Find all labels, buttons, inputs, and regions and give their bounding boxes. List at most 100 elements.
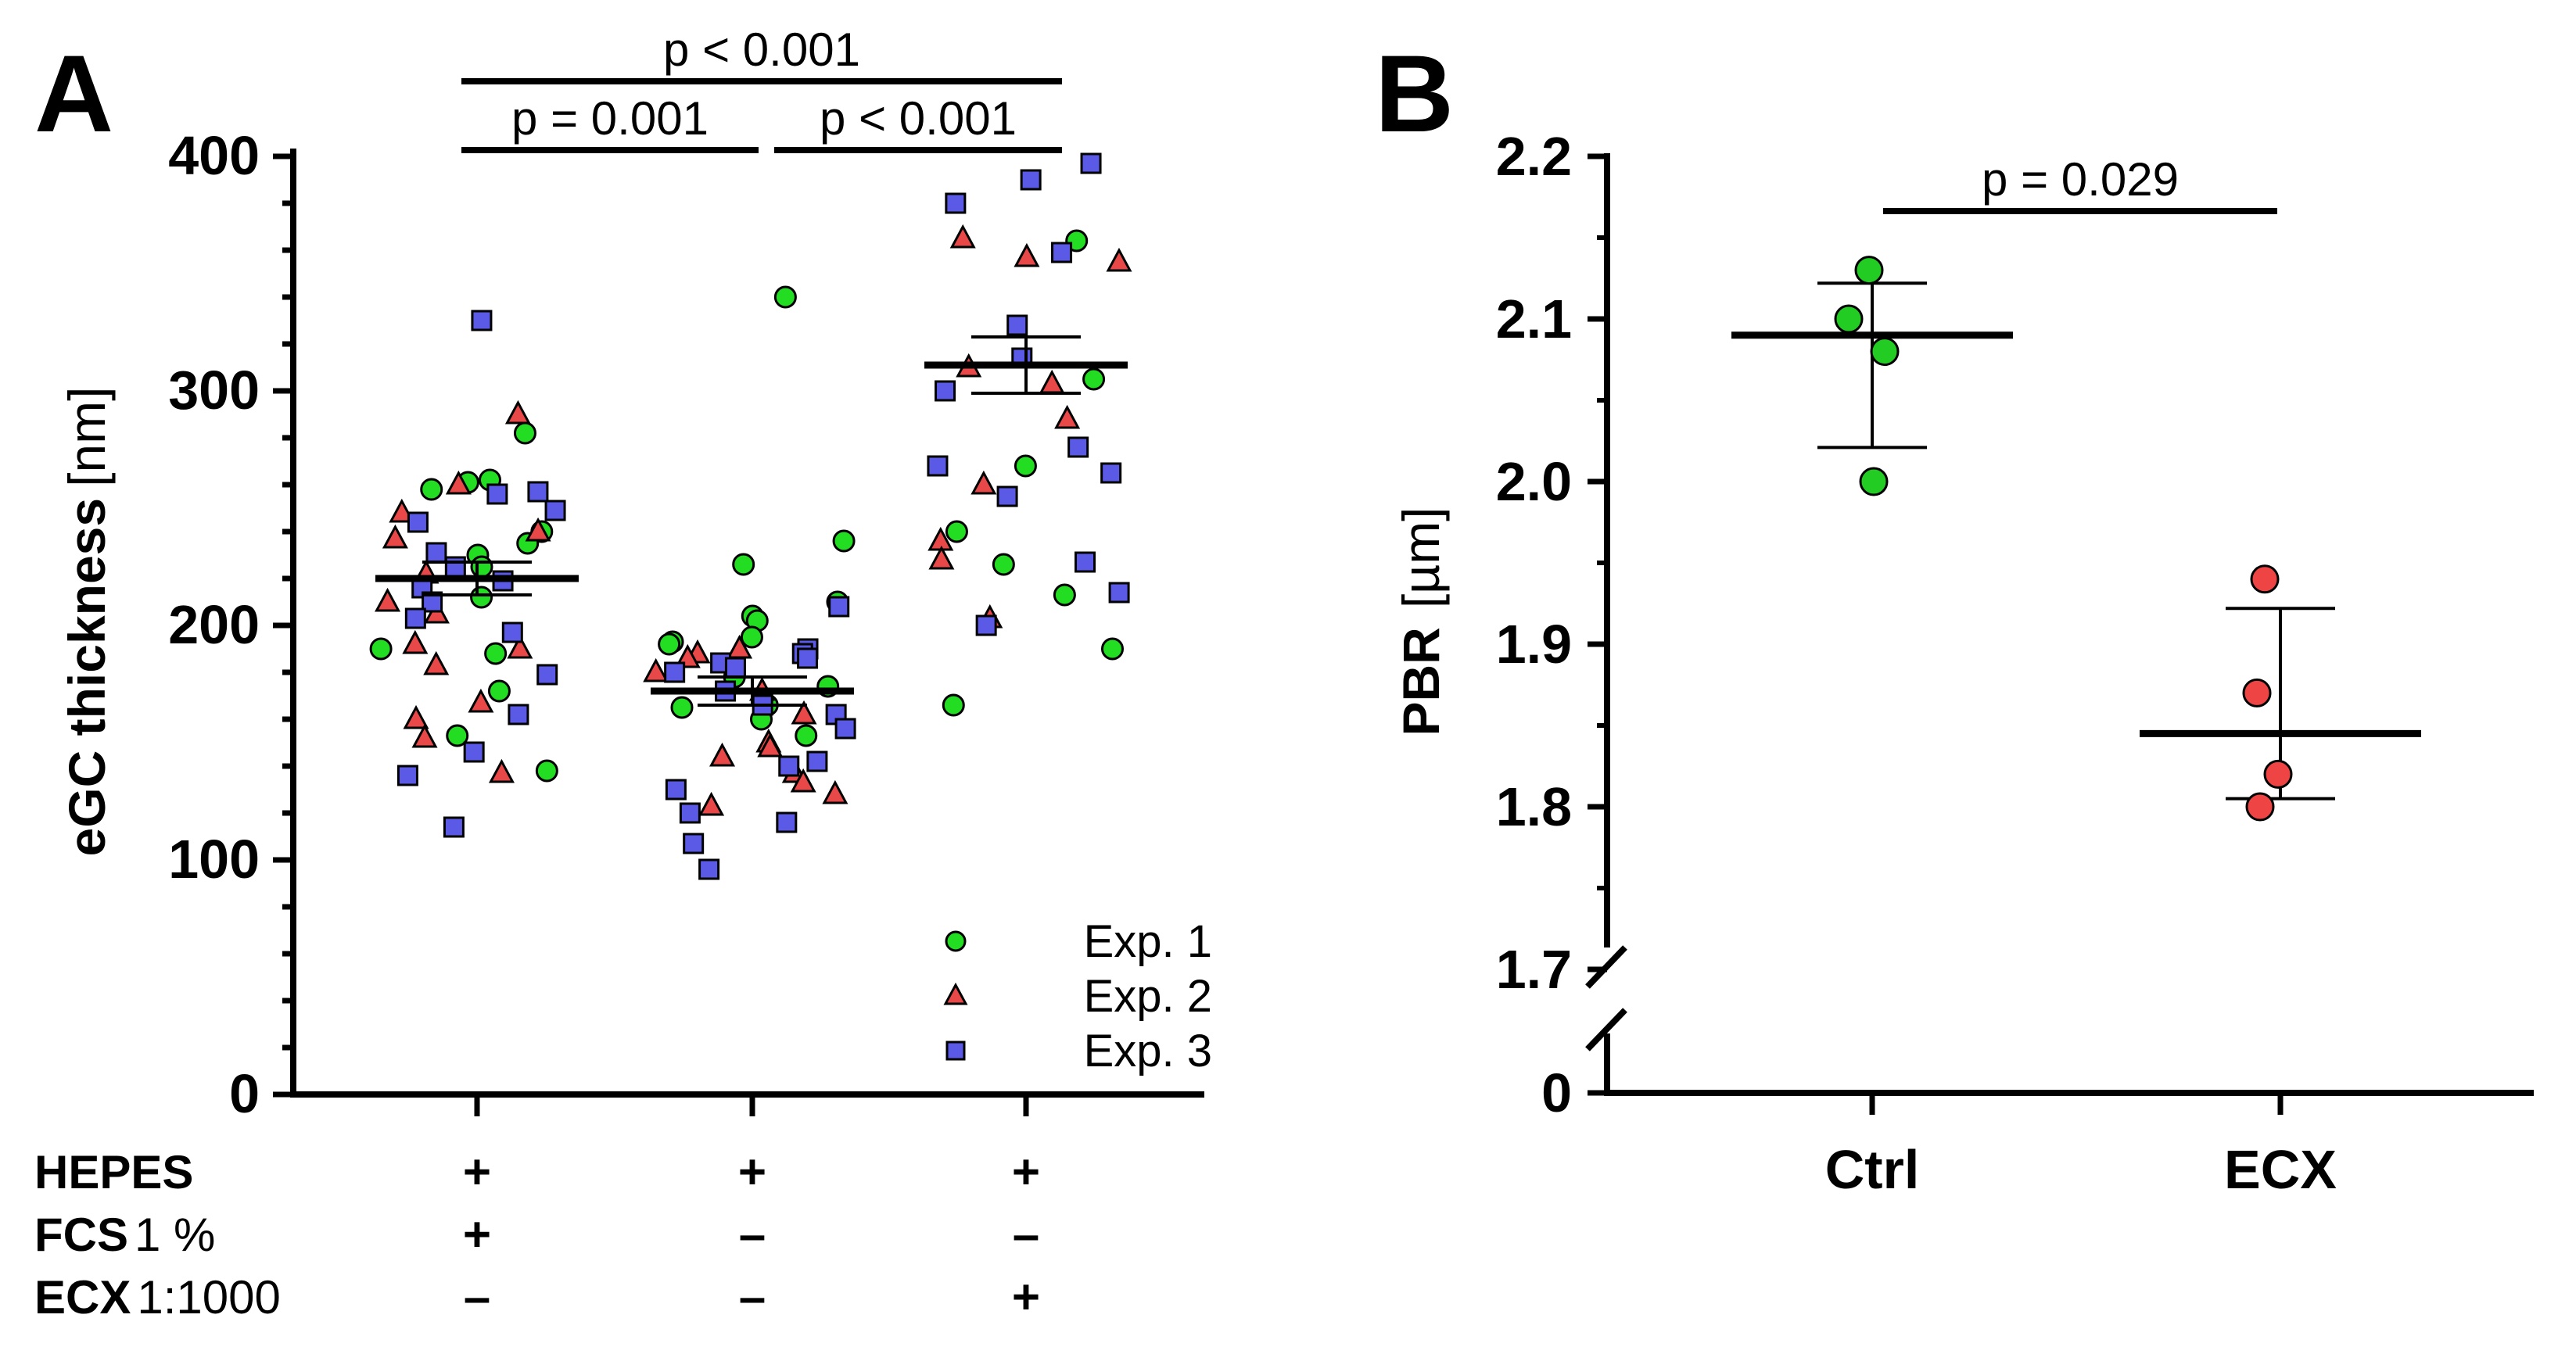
- y-tick-label: 2.1: [1496, 288, 1572, 349]
- exp2-point: [504, 399, 531, 424]
- exp1-point: [513, 421, 536, 445]
- exp2-point: [403, 704, 429, 729]
- exp2-point: [1039, 369, 1065, 394]
- significance-label: p = 0.001: [511, 92, 709, 145]
- exp2-point: [389, 498, 415, 523]
- exp1-point: [740, 625, 763, 649]
- exp3-point: [463, 741, 485, 763]
- exp3-point: [778, 755, 800, 777]
- panel-a-significance: p < 0.001 p = 0.001 p < 0.001: [461, 23, 1062, 153]
- panel-b-label: B: [1375, 32, 1454, 155]
- exp1-point: [832, 529, 856, 553]
- y-tick-label: 1.8: [1496, 776, 1572, 837]
- y-tick-label: 2.0: [1496, 451, 1572, 512]
- exp2-point: [382, 524, 408, 549]
- exp1-point: [1082, 367, 1106, 391]
- exp1-point: [420, 478, 443, 501]
- panel-b-y-label: PBR: [1392, 627, 1450, 736]
- panel-b-data: [1731, 256, 2421, 822]
- significance-label: p < 0.001: [663, 23, 860, 76]
- condition-value: +: [463, 1208, 491, 1262]
- legend-marker-circle: [945, 930, 967, 952]
- ecx-point: [2245, 792, 2275, 822]
- exp2-point: [375, 587, 401, 612]
- exp3-point: [1080, 152, 1102, 174]
- exp1-point: [773, 285, 797, 309]
- exp1-point: [795, 724, 818, 747]
- exp1-point: [942, 693, 965, 717]
- legend-label: Exp. 2: [1084, 971, 1212, 1022]
- exp3-point: [1108, 582, 1130, 604]
- exp3-point: [679, 802, 701, 824]
- exp3-point: [508, 704, 529, 725]
- exp2-point: [949, 224, 976, 249]
- exp3-point: [1067, 436, 1089, 458]
- legend-label: Exp. 3: [1084, 1026, 1212, 1076]
- exp2-point: [402, 629, 429, 654]
- exp1-point: [670, 696, 694, 719]
- panel-b-y-axis-title: PBR [µm]: [1392, 507, 1450, 736]
- panel-b-significance: p = 0.029: [1883, 153, 2277, 214]
- exp2-point: [468, 688, 494, 713]
- ecx-point: [2263, 759, 2293, 789]
- exp2-point: [698, 791, 725, 816]
- y-tick-label: 1.9: [1496, 614, 1572, 675]
- exp3-point: [536, 664, 558, 686]
- exp2-point: [822, 779, 849, 804]
- exp3-point: [444, 556, 466, 578]
- exp1-point: [1100, 637, 1124, 661]
- condition-value: +: [1012, 1270, 1040, 1324]
- exp2-point: [1106, 247, 1132, 272]
- exp2-point: [445, 470, 472, 495]
- exp3-point: [1020, 169, 1042, 191]
- exp3-point: [724, 657, 746, 679]
- exp3-point: [927, 455, 949, 477]
- ecx-point: [2242, 678, 2272, 707]
- exp3-point: [945, 192, 967, 214]
- exp3-point: [1006, 314, 1028, 336]
- exp2-point: [488, 758, 515, 783]
- condition-suffix: 1 %: [135, 1209, 215, 1261]
- legend-label: Exp. 1: [1084, 916, 1212, 967]
- condition-value: –: [739, 1208, 766, 1262]
- exp3-point: [1051, 242, 1073, 263]
- legend-marker-square: [945, 1041, 966, 1061]
- exp3-point: [698, 858, 720, 880]
- exp3-point: [664, 661, 686, 683]
- ecx-point: [2250, 564, 2280, 594]
- panel-a-conditions: HEPES + + + FCS 1 % + – – ECX 1:1000 – – +: [34, 1145, 1040, 1324]
- y-tick-label: 0: [1541, 1062, 1572, 1123]
- y-tick-label: 2.2: [1496, 126, 1572, 187]
- condition-value: +: [1012, 1145, 1040, 1199]
- condition-name: HEPES: [34, 1146, 193, 1198]
- exp3-point: [975, 614, 997, 636]
- condition-value: –: [1013, 1208, 1039, 1262]
- panel-b-y-unit: [µm]: [1392, 507, 1450, 608]
- exp2-point: [507, 634, 533, 659]
- exp3-point: [425, 542, 447, 564]
- exp3-point: [443, 816, 465, 838]
- ctrl-point: [1854, 256, 1884, 285]
- exp3-point: [665, 779, 687, 801]
- panel-b-y-ticks: 0 1.7 1.8 1.9 2.0 2.1 2.2 Ctrl ECX: [1496, 126, 2337, 1200]
- exp1-point: [484, 642, 508, 665]
- x-tick-label: Ctrl: [1825, 1139, 1920, 1200]
- exp3-point: [935, 380, 956, 402]
- exp2-point: [411, 723, 438, 748]
- y-tick-label: 1.7: [1496, 939, 1572, 1000]
- exp1-point: [992, 553, 1015, 576]
- exp2-point: [791, 700, 817, 725]
- panel-a-y-unit: [nm]: [58, 387, 116, 487]
- exp1-point: [945, 520, 968, 543]
- y-tick-label: 0: [229, 1063, 260, 1124]
- panel-b: B 0 1.7 1.8 1.9 2.0 2.1 2.2 Ctrl ECX PBR [µm] p =…: [1375, 32, 2534, 1200]
- exp1-point: [446, 724, 469, 747]
- exp1-point: [658, 632, 681, 656]
- panel-a-y-label: eGC thickness: [58, 498, 116, 857]
- condition-suffix: 1:1000: [137, 1271, 281, 1324]
- y-tick-label: 100: [168, 829, 260, 890]
- exp2-point: [423, 650, 450, 675]
- exp1-point: [1014, 454, 1037, 478]
